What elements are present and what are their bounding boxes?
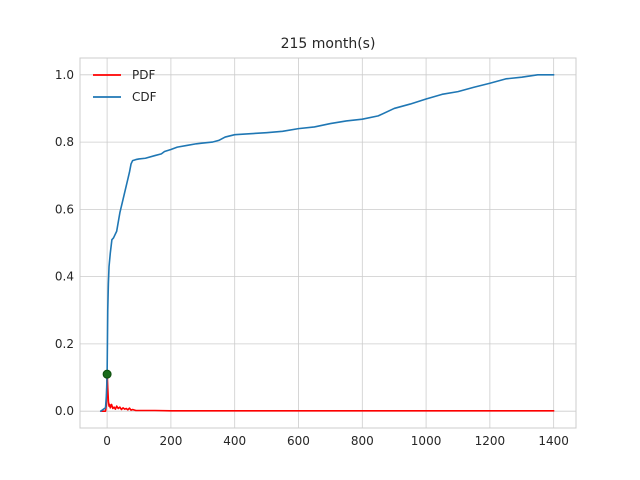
x-tick-label: 1400 [538,434,569,448]
y-tick-label: 0.2 [55,337,74,351]
legend-label-pdf: PDF [132,68,155,82]
x-axis-ticks: 0 200 400 600 800 1000 1200 1400 [103,434,569,448]
plot-area [80,58,576,428]
y-tick-label: 1.0 [55,68,74,82]
y-tick-label: 0.6 [55,202,74,216]
axes-frame [79,57,577,429]
y-tick-label: 0.8 [55,135,74,149]
series-layer [99,74,555,412]
x-tick-label: 0 [103,434,111,448]
x-tick-label: 800 [351,434,374,448]
marker-layer [102,369,112,379]
legend-label-cdf: CDF [132,90,157,104]
chart-title: 215 month(s) [281,36,376,52]
legend: PDF CDF [93,68,157,104]
y-tick-label: 0.4 [55,270,74,284]
plot-frame [79,57,577,429]
x-tick-label: 1200 [475,434,506,448]
x-tick-label: 1000 [411,434,442,448]
y-tick-label: 0.0 [55,404,74,418]
series-line-pdf [99,370,555,412]
marker-point [102,369,112,379]
x-tick-label: 400 [223,434,246,448]
x-tick-label: 600 [287,434,310,448]
x-tick-label: 200 [159,434,182,448]
y-axis-ticks: 0.0 0.2 0.4 0.6 0.8 1.0 [55,68,74,418]
series-line-cdf [99,74,555,412]
